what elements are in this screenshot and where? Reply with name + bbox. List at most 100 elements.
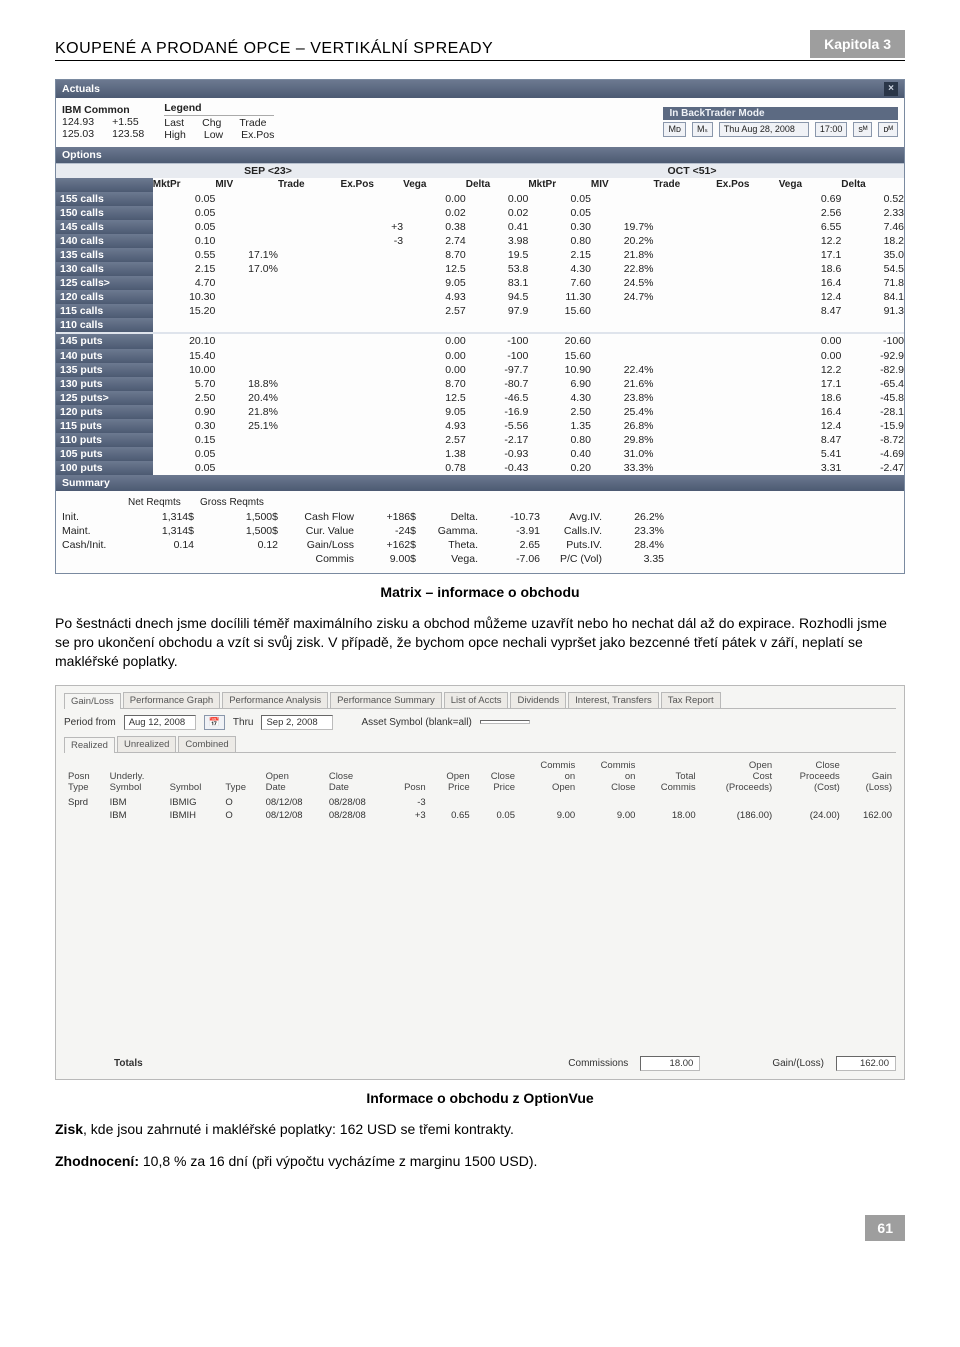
bt-button[interactable]: Mᴅ [663,122,685,136]
cell [341,405,404,419]
cell: 12.4 [779,419,842,433]
summary-cell: Cur. Value [284,525,354,537]
cell: -8.72 [841,433,904,447]
ov-cell: IBM [106,796,166,809]
cell [278,318,341,332]
ov-col-header: CloseDate [325,759,388,796]
cell: 17.1 [779,248,842,262]
commissions-label: Commissions [568,1058,628,1069]
cell: 24.7% [591,290,654,304]
cell: 53.8 [466,262,529,276]
cell [716,290,779,304]
cell: -4.69 [841,447,904,461]
row-label: 135 puts [56,363,153,377]
ov-cell: 9.00 [579,809,639,822]
cell: 23.8% [591,391,654,405]
bt-button[interactable]: sᴹ [853,122,872,136]
cell [341,192,404,206]
cell [654,234,717,248]
cell: -2.17 [466,433,529,447]
cell [654,419,717,433]
ov-tab[interactable]: Performance Summary [330,692,442,708]
cell [215,447,278,461]
summary-cell: 26.2% [608,511,664,523]
cell: 0.30 [153,419,216,433]
cell: -100 [466,334,529,348]
cell: 22.4% [591,363,654,377]
ov-tab[interactable]: List of Accts [444,692,509,708]
cell: -0.93 [466,447,529,461]
cell [341,206,404,220]
cell: 2.57 [403,433,466,447]
bt-button[interactable]: Mₛ [692,122,713,136]
ov-subtab[interactable]: Combined [178,736,235,752]
ov-col-header: ClosePrice [474,759,519,796]
bt-date[interactable]: Thu Aug 28, 2008 [719,122,809,136]
row-label: 130 calls [56,262,153,276]
cell: 7.46 [841,220,904,234]
cell: 9.05 [403,405,466,419]
cell [215,234,278,248]
bt-button[interactable]: ᴅᴹ [878,122,898,136]
ov-tab[interactable]: Dividends [510,692,566,708]
cell: 15.60 [528,349,591,363]
summary-cell: Init. [62,511,122,523]
optionvue-screenshot: Gain/LossPerformance GraphPerformance An… [55,685,905,1080]
cell [654,433,717,447]
cell: 15.40 [153,349,216,363]
cell: 2.57 [403,304,466,318]
summary-cell: Gamma. [422,525,478,537]
commissions-value: 18.00 [640,1056,700,1071]
asset-symbol-field[interactable] [480,720,530,724]
thru-field[interactable]: Sep 2, 2008 [261,715,333,730]
page-footer: 61 [55,1211,905,1241]
summary-cell: Maint. [62,525,122,537]
cell [341,377,404,391]
ov-tab[interactable]: Interest, Transfers [568,692,659,708]
ov-tab-row: Gain/LossPerformance GraphPerformance An… [64,692,896,709]
col-header: Ex.Pos [341,178,404,192]
ov-tab[interactable]: Performance Graph [123,692,220,708]
ov-subtab[interactable]: Realized [64,737,115,753]
cell: 4.30 [528,262,591,276]
cell [716,262,779,276]
summary-cell: P/C (Vol) [546,553,602,565]
cell [716,391,779,405]
row-label: 110 calls [56,318,153,332]
cell: 12.5 [403,391,466,405]
cell: 0.00 [779,349,842,363]
summary-cell: 1,314$ [128,511,194,523]
cell [215,318,278,332]
cell [654,447,717,461]
ov-col-header: Gain(Loss) [844,759,896,796]
actuals-bar: Actuals × [56,80,904,98]
cell: 6.55 [779,220,842,234]
ov-cell: IBMIG [166,796,222,809]
cell: 7.60 [528,276,591,290]
cell: 21.8% [591,248,654,262]
cell: 2.33 [841,206,904,220]
cell [341,262,404,276]
cell: 0.00 [403,349,466,363]
cell: 3.98 [466,234,529,248]
cell: 33.3% [591,461,654,475]
period-from-field[interactable]: Aug 12, 2008 [124,715,196,730]
ov-tab[interactable]: Performance Analysis [222,692,328,708]
close-icon[interactable]: × [884,82,898,96]
cell [215,363,278,377]
calendar-icon[interactable]: 📅 [204,715,225,730]
cell [341,461,404,475]
cell: 17.1 [779,377,842,391]
matrix-screenshot: Actuals × IBM Common 124.93+1.55 125.031… [55,79,905,574]
ov-subtab[interactable]: Unrealized [117,736,176,752]
cell: 19.5 [466,248,529,262]
ov-tab[interactable]: Tax Report [661,692,721,708]
summary-cell: Avg.IV. [546,511,602,523]
bt-time[interactable]: 17:00 [815,122,848,136]
summary-cell: Commis [284,553,354,565]
ov-tab[interactable]: Gain/Loss [64,693,121,709]
cell [341,304,404,318]
cell: 20.60 [528,334,591,348]
cell: 24.5% [591,276,654,290]
cell [591,304,654,318]
